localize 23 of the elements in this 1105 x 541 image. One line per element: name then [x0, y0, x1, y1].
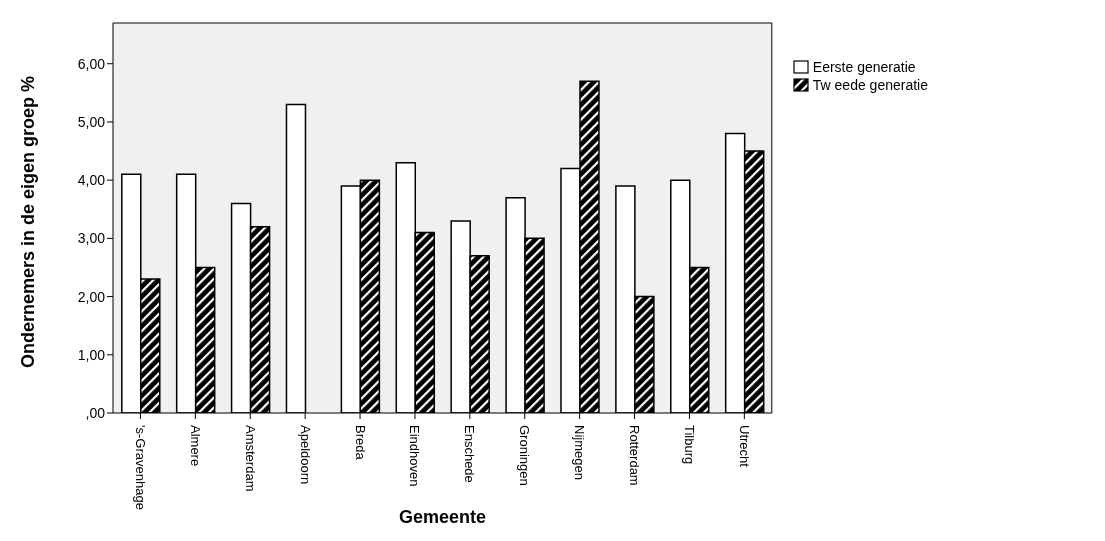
x-tick-label: Almere: [187, 425, 203, 467]
x-tick-label: Groningen: [517, 425, 533, 486]
y-tick-label: 5,00: [77, 113, 106, 130]
x-tick-label: Apeldoorn: [297, 425, 313, 485]
x-tick-label: Rotterdam: [627, 425, 643, 486]
x-tick-label: Utrecht: [736, 425, 752, 468]
y-axis-title: Ondernemers in de eigen groep %: [18, 75, 39, 368]
y-tick-label: 4,00: [77, 172, 106, 189]
legend-label: Tw eede generatie: [812, 76, 928, 94]
x-axis-title: Gemeente: [398, 507, 486, 527]
x-tick-label: Tilburg: [681, 425, 697, 465]
y-tick-label: 3,00: [77, 230, 106, 247]
y-tick-label: 6,00: [77, 55, 106, 72]
x-tick-label: Nijmegen: [572, 425, 588, 480]
x-tick-label: Amsterdam: [242, 425, 258, 492]
x-tick-label: Breda: [352, 425, 368, 461]
x-tick-label: Eindhoven: [407, 425, 423, 487]
legend-label: Eerste generatie: [812, 58, 916, 76]
y-tick-label: ,00: [85, 404, 106, 421]
x-tick-label: 's-Gravenhage: [132, 425, 148, 510]
x-tick-label: Enschede: [462, 425, 478, 483]
y-tick-label: 2,00: [77, 288, 106, 305]
y-tick-label: 1,00: [77, 346, 106, 363]
